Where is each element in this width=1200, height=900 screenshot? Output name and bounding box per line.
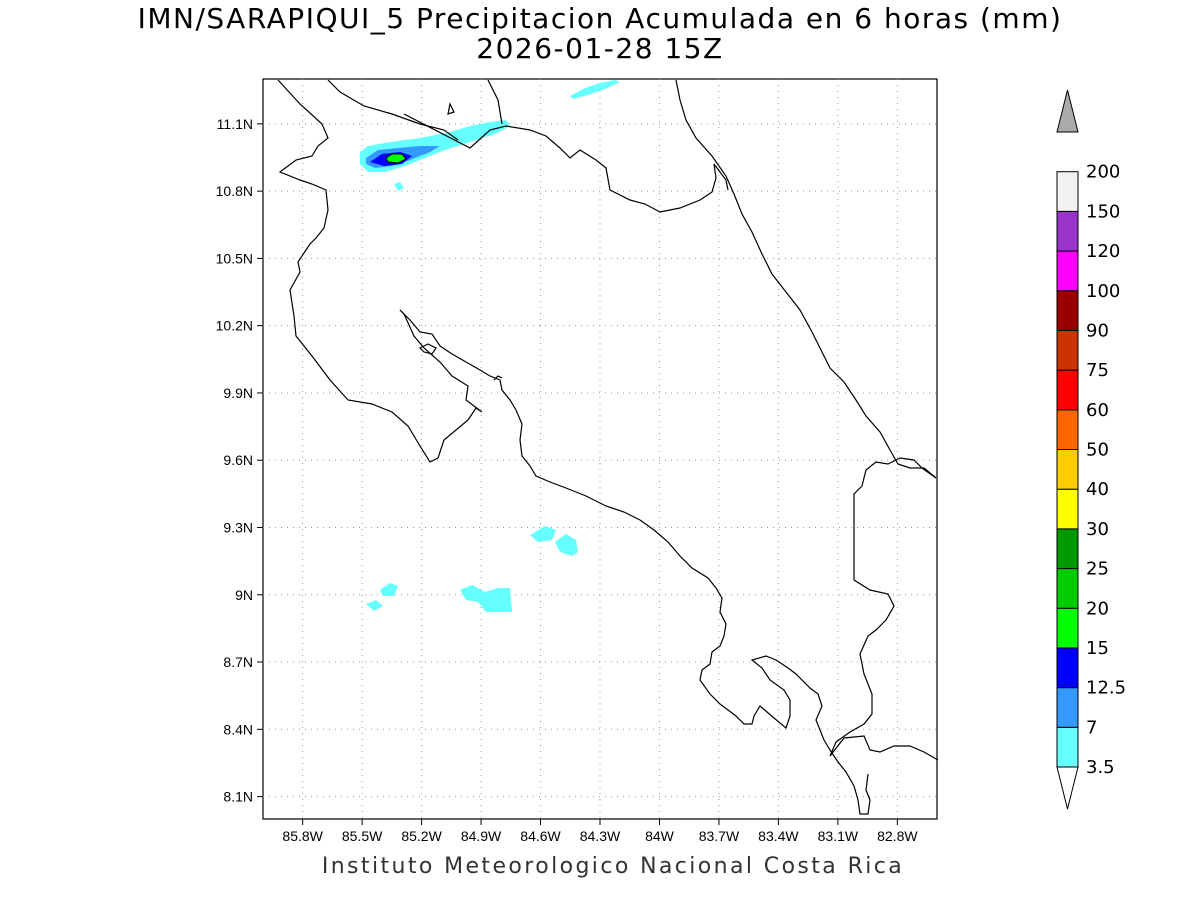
colorbar-label: 200 — [1086, 162, 1120, 183]
colorbar-swatch — [1056, 528, 1079, 570]
lat-tick-label: 9.9N — [223, 385, 253, 401]
lon-tick-label: 85.2W — [401, 828, 442, 844]
rain-area-north-ribbon — [570, 80, 620, 99]
colorbar-min-arrow — [1056, 766, 1079, 810]
precipitation-colorbar: 3.5 7 12.5 15 20 25 30 40 50 60 75 90 100 120 150 200 — [1056, 89, 1126, 810]
map-title: IMN/SARAPIQUI_5 Precipitacion Acumulada … — [137, 2, 1063, 35]
colorbar-swatch — [1056, 250, 1079, 292]
colorbar-swatch — [1056, 687, 1079, 728]
lat-tick-label: 11.1N — [217, 116, 253, 132]
lon-tick-label: 82.8W — [877, 828, 918, 844]
colorbar-label: 15 — [1086, 638, 1109, 659]
longitude-axis: 85.8W 85.5W 85.2W 84.9W 84.6W 84.3W 84W 83.7W 83… — [282, 819, 918, 844]
lon-tick-label: 83.7W — [699, 828, 740, 844]
lon-tick-label: 84W — [645, 828, 675, 844]
lat-tick-label: 8.1N — [223, 789, 253, 805]
lat-tick-label: 10.2N — [216, 318, 253, 334]
lon-tick-label: 84.6W — [520, 828, 561, 844]
lon-tick-label: 83.1W — [818, 828, 859, 844]
lon-tick-label: 85.5W — [342, 828, 383, 844]
colorbar-swatch — [1056, 488, 1079, 530]
rain-area-south-1 — [380, 583, 398, 596]
colorbar-swatch — [1056, 290, 1079, 331]
colorbar-label: 100 — [1086, 281, 1120, 302]
colorbar-swatch — [1056, 607, 1079, 649]
colorbar-label: 60 — [1086, 400, 1109, 421]
rain-area-northwest-intense — [385, 153, 407, 164]
colorbar-label: 25 — [1086, 559, 1109, 580]
colorbar-max-arrow — [1056, 89, 1079, 133]
rain-area-south-2 — [366, 600, 383, 611]
rain-area-central-2 — [555, 534, 578, 556]
map-frame — [262, 78, 938, 820]
colorbar-swatch — [1056, 210, 1079, 252]
lat-tick-label: 10.5N — [216, 250, 253, 266]
colorbar-label: 75 — [1086, 360, 1109, 381]
colorbar-swatch — [1056, 329, 1079, 371]
colorbar-swatch — [1056, 568, 1079, 609]
precipitation-areas — [360, 80, 620, 612]
colorbar-label: 30 — [1086, 519, 1109, 540]
coastlines — [277, 79, 939, 815]
colorbar-label: 120 — [1086, 241, 1120, 262]
lat-tick-label: 8.7N — [223, 654, 253, 670]
colorbar-label: 20 — [1086, 598, 1109, 619]
lon-tick-label: 84.3W — [580, 828, 621, 844]
colorbar-label: 50 — [1086, 440, 1109, 461]
rain-area-north-dot — [394, 182, 404, 191]
lat-tick-label: 9.6N — [223, 452, 253, 468]
lat-tick-label: 10.8N — [216, 183, 253, 199]
rain-area-central-1 — [530, 526, 556, 542]
colorbar-label: 7 — [1086, 717, 1097, 738]
colorbar-label: 90 — [1086, 320, 1109, 341]
colorbar-swatch — [1056, 171, 1079, 212]
map-grid — [263, 79, 937, 819]
colorbar-swatch — [1056, 409, 1079, 450]
lon-tick-label: 83.4W — [758, 828, 799, 844]
rain-area-south-3 — [460, 585, 512, 612]
lat-tick-label: 9.3N — [223, 519, 253, 535]
colorbar-label: 150 — [1086, 201, 1120, 222]
colorbar-label: 12.5 — [1086, 678, 1126, 699]
map-valid-time: 2026-01-28 15Z — [476, 32, 724, 65]
lat-tick-label: 9N — [235, 587, 253, 603]
colorbar-swatch — [1056, 726, 1079, 768]
lon-tick-label: 85.8W — [282, 828, 323, 844]
lat-tick-label: 8.4N — [223, 721, 253, 737]
map-footer: Instituto Meteorologico Nacional Costa R… — [321, 854, 905, 879]
latitude-axis: 11.1N 10.8N 10.5N 10.2N 9.9N 9.6N 9.3N 9N 8.7N 8.… — [216, 116, 263, 805]
colorbar-label: 3.5 — [1086, 757, 1115, 778]
colorbar-swatch — [1056, 449, 1079, 490]
lon-tick-label: 84.9W — [461, 828, 502, 844]
colorbar-label: 40 — [1086, 479, 1109, 500]
colorbar-swatch — [1056, 647, 1079, 689]
colorbar-swatch — [1056, 369, 1079, 411]
